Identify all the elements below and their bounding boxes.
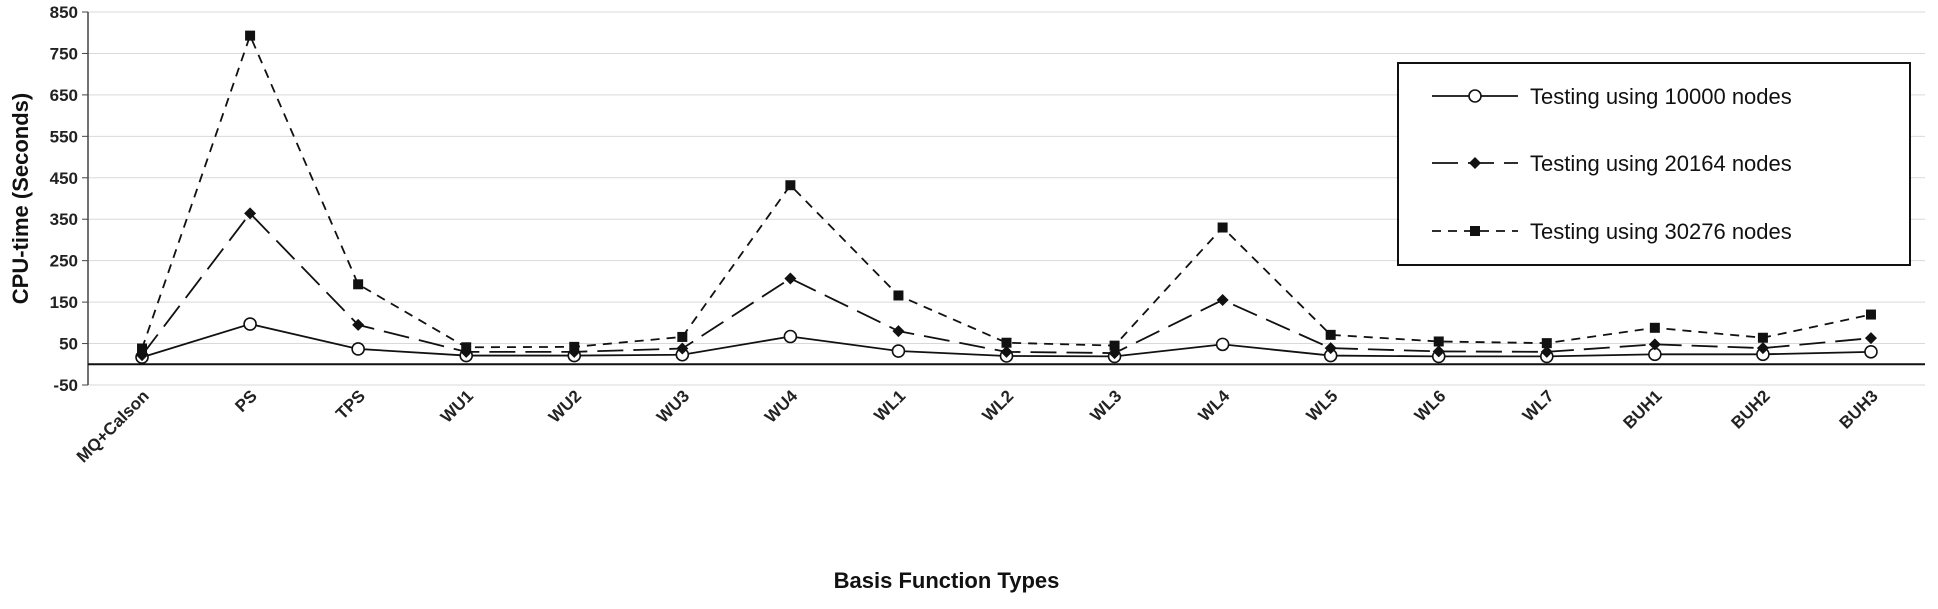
x-tick-label: WL6: [1411, 386, 1450, 425]
legend-label: Testing using 10000 nodes: [1530, 84, 1792, 109]
legend: Testing using 10000 nodes Testing using 2…: [1397, 62, 1911, 266]
data-point: [351, 342, 365, 356]
y-tick-label: 450: [50, 169, 78, 188]
legend-marker: [1469, 157, 1481, 169]
legend-label: Testing using 20164 nodes: [1530, 151, 1792, 176]
legend-marker: [1468, 89, 1482, 103]
data-point: [892, 325, 905, 338]
data-point: [1541, 338, 1552, 349]
data-point: [1648, 338, 1661, 351]
data-point: [353, 279, 364, 290]
data-point: [891, 344, 906, 358]
data-point: [1324, 342, 1337, 355]
x-tick-label: WL7: [1519, 386, 1558, 425]
data-point: [893, 290, 904, 301]
y-tick-label: 550: [50, 127, 78, 146]
x-tick-label: WU3: [653, 386, 693, 426]
data-point: [569, 341, 580, 352]
data-point: [1433, 336, 1444, 347]
x-axis-ticks: MQ+Calson PS TPS WU1 WU2 WU3 WU4 WL1 WL2 WL3 WL4 WL…: [73, 386, 1882, 466]
series-3: [137, 30, 1876, 354]
x-tick-label: WU2: [545, 386, 585, 426]
data-point: [676, 342, 689, 355]
series-layer: [135, 30, 1878, 365]
legend-entry: Testing using 20164 nodes: [1432, 151, 1792, 176]
data-point: [1756, 342, 1769, 355]
data-point: [461, 342, 472, 353]
legend-entry: Testing using 30276 nodes: [1432, 219, 1792, 244]
x-tick-label: WL3: [1087, 386, 1126, 425]
legend-entry: Testing using 10000 nodes: [1432, 84, 1792, 109]
data-point: [785, 180, 796, 191]
y-tick-label: -50: [53, 376, 78, 395]
data-point: [1864, 345, 1878, 359]
data-point: [1217, 222, 1228, 233]
x-axis-title: Basis Function Types: [834, 568, 1060, 593]
data-point: [1649, 322, 1660, 333]
x-tick-label: WL5: [1303, 386, 1342, 425]
data-point: [1757, 332, 1768, 343]
gridlines: [88, 11, 1925, 386]
data-point: [1000, 345, 1013, 358]
data-point: [245, 30, 256, 41]
x-tick-label: PS: [231, 386, 260, 415]
data-point: [1216, 294, 1229, 307]
x-tick-label: WU4: [761, 386, 802, 427]
data-point: [243, 317, 257, 331]
legend-label: Testing using 30276 nodes: [1530, 219, 1792, 244]
y-tick-label: 350: [50, 210, 78, 229]
y-tick-label: 850: [50, 3, 78, 22]
data-point: [677, 331, 688, 342]
series-2: [136, 207, 1877, 362]
x-tick-label: WL4: [1195, 386, 1234, 425]
data-point: [244, 207, 257, 220]
data-point: [1109, 340, 1120, 351]
data-point: [1325, 329, 1336, 340]
y-tick-label: 650: [50, 86, 78, 105]
x-tick-label: TPS: [332, 386, 369, 423]
x-tick-label: BUH3: [1836, 386, 1882, 432]
y-tick-label: 150: [50, 293, 78, 312]
y-axis-title: CPU-time (Seconds): [8, 93, 33, 304]
data-point: [352, 318, 365, 331]
data-point: [137, 343, 148, 354]
y-tick-label: 50: [59, 335, 78, 354]
y-axis-ticks: -50 50 150 250 350 450 550 650 750 850: [50, 3, 88, 395]
data-point: [783, 329, 798, 344]
x-tick-label: MQ+Calson: [73, 386, 153, 466]
data-point: [1865, 309, 1876, 320]
data-point: [1215, 337, 1230, 352]
x-tick-label: WU1: [437, 386, 477, 426]
data-point: [1864, 332, 1877, 345]
legend-marker: [1470, 226, 1480, 236]
y-tick-label: 250: [50, 252, 78, 271]
data-point: [1432, 345, 1445, 358]
data-point: [1540, 345, 1553, 358]
x-tick-label: WL2: [979, 386, 1018, 425]
data-point: [784, 272, 797, 285]
x-tick-label: WL1: [870, 386, 909, 425]
x-tick-label: BUH2: [1728, 386, 1774, 432]
x-tick-label: BUH1: [1620, 386, 1666, 432]
data-point: [1001, 337, 1012, 348]
y-tick-label: 750: [50, 44, 78, 63]
